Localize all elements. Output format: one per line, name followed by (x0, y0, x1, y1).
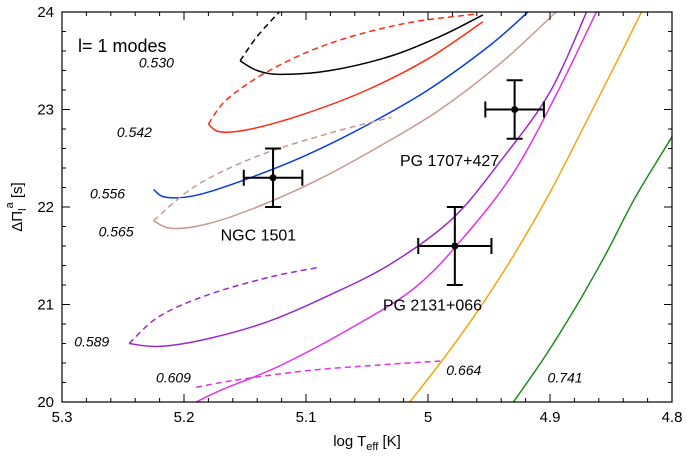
y-tick-label: 21 (37, 297, 54, 314)
curve-label-0-589: 0.589 (74, 334, 109, 350)
curve-0-530-dashed (239, 11, 280, 62)
x-tick-label: 4.9 (540, 409, 561, 426)
star-label-pg-1707-427: PG 1707+427 (400, 153, 499, 170)
curve-layer (128, 11, 673, 403)
curve-label-0-664: 0.664 (446, 362, 481, 378)
star-label-pg-2131-066: PG 2131+066 (383, 298, 482, 315)
y-tick-label: 23 (37, 102, 54, 119)
curve-label-layer: 0.530 0.542 0.556 0.565 0.589 0.609 0.664 0.741 (74, 55, 582, 386)
point-pg-1707-427 (511, 106, 519, 113)
curve-0-565-dashed (153, 116, 392, 222)
star-label-ngc-1501: NGC 1501 (221, 227, 297, 244)
curve-label-0-741: 0.741 (548, 370, 583, 386)
curve-label-0-556: 0.556 (90, 185, 125, 201)
y-axis-title: ΔΠla [s] (4, 182, 29, 231)
curve-0-609-dashed (196, 360, 441, 389)
tick-layer: 5.3 5.2 5.1 5 4.9 4.8 20 21 22 23 24 (37, 4, 682, 426)
x-tick-label: 4.8 (662, 409, 683, 426)
x-axis-title: log Teff [K] (333, 433, 401, 453)
y-tick-label: 20 (37, 394, 54, 411)
y-tick-label: 22 (37, 199, 54, 216)
star-pg-2131-066: PG 2131+066 (383, 206, 493, 315)
curve-0-542-solid (207, 21, 484, 133)
curve-0-530-solid (239, 14, 484, 76)
point-ngc-1501 (269, 174, 277, 182)
y-tick-label: 24 (37, 4, 54, 21)
curve-label-0-565: 0.565 (99, 223, 134, 239)
curve-0-542-dashed (207, 13, 477, 125)
point-pg-2131-066 (451, 242, 459, 250)
curve-0-609-solid (195, 11, 598, 403)
star-layer: NGC 1501 PG 1707+427 PG 2131+066 (221, 79, 545, 315)
curve-0-741-solid (512, 136, 673, 403)
x-tick-label: 5 (424, 409, 432, 426)
curve-0-589-dashed (128, 266, 319, 345)
x-tick-label: 5.3 (52, 409, 73, 426)
curve-0-565-solid (153, 11, 557, 230)
star-ngc-1501: NGC 1501 (221, 147, 304, 244)
curve-label-0-609: 0.609 (156, 370, 191, 386)
curve-0-589-solid (129, 11, 588, 348)
legend-text: l= 1 modes (78, 36, 167, 56)
curve-label-0-542: 0.542 (117, 124, 152, 140)
x-tick-label: 5.1 (296, 409, 317, 426)
curve-label-0-530: 0.530 (139, 55, 174, 71)
curve-0-664-solid (409, 11, 643, 403)
curve-0-556-solid (153, 11, 529, 199)
x-tick-label: 5.2 (174, 409, 195, 426)
star-pg-1707-427: PG 1707+427 (400, 79, 545, 170)
